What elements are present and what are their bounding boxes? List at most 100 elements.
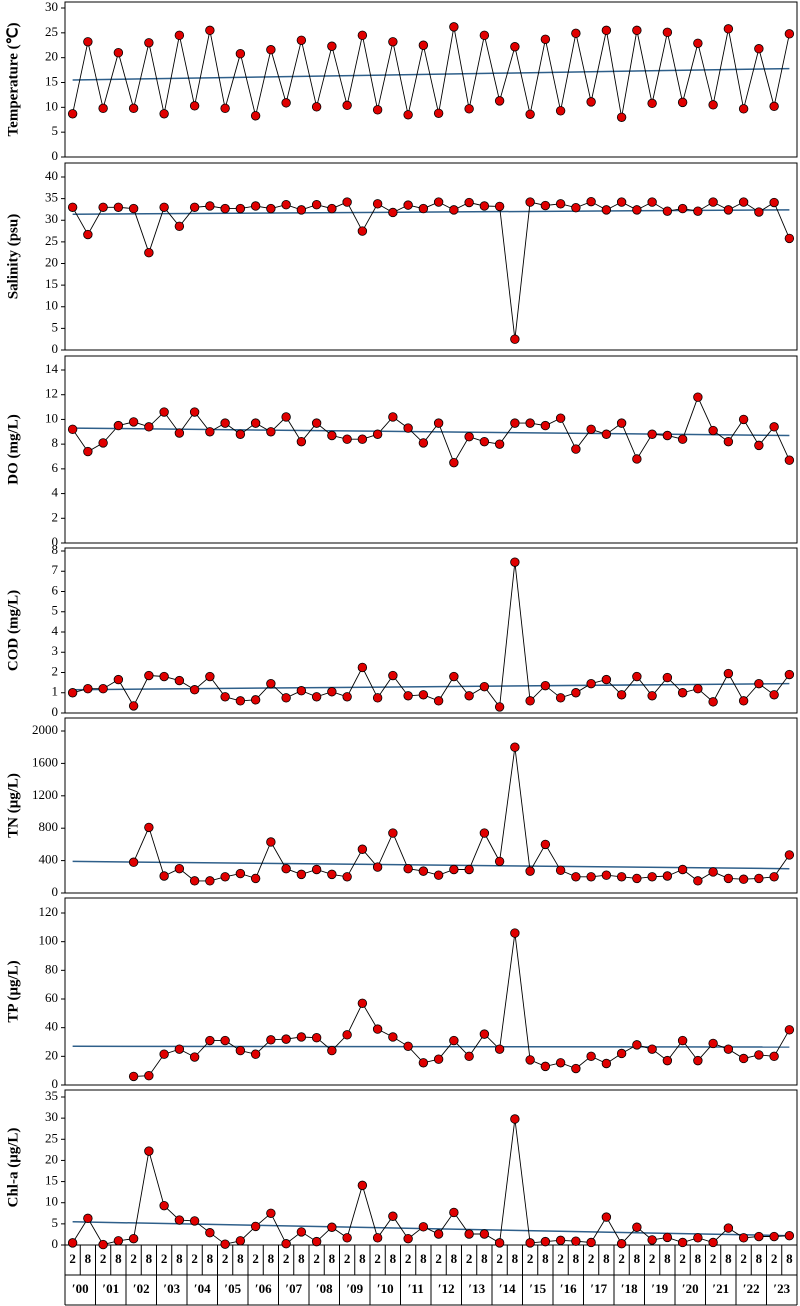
data-point	[189, 1052, 200, 1062]
data-point	[357, 998, 368, 1009]
data-point	[372, 862, 383, 872]
data-point	[388, 1032, 398, 1042]
y-tick-label: 0	[52, 1236, 59, 1251]
data-point	[342, 1233, 352, 1243]
data-point	[693, 38, 703, 48]
y-tick-label: 8	[52, 542, 59, 557]
data-point	[494, 856, 505, 867]
data-point	[281, 864, 291, 874]
data-point	[159, 1200, 169, 1211]
data-point	[525, 1055, 535, 1065]
y-tick-label: 5	[52, 603, 59, 618]
y-tick-label: 40	[45, 1019, 58, 1034]
data-point	[677, 864, 688, 875]
data-point	[159, 871, 169, 881]
data-point	[250, 873, 261, 884]
data-point	[464, 1229, 474, 1239]
data-point	[571, 688, 581, 698]
data-point	[449, 457, 459, 468]
x-tick-label: 8	[176, 1251, 183, 1266]
year-label: ′13	[468, 1281, 485, 1296]
data-point	[449, 1207, 459, 1218]
data-point	[571, 444, 581, 454]
data-point	[403, 110, 413, 120]
y-tick-label: 10	[45, 98, 58, 113]
trend-line	[72, 860, 790, 870]
data-point	[281, 693, 291, 703]
year-label: ′14	[499, 1281, 516, 1296]
data-point	[327, 430, 337, 441]
x-tick-label: 2	[69, 1251, 76, 1266]
y-tick-label: 8	[52, 435, 59, 450]
data-point	[281, 199, 291, 210]
data-point	[220, 1035, 230, 1046]
data-point	[586, 97, 596, 107]
data-point	[433, 108, 444, 118]
data-point	[662, 430, 673, 441]
y-tick-label: 120	[39, 904, 59, 919]
panel-frame	[64, 355, 798, 544]
data-point	[693, 206, 703, 216]
x-tick-label: 2	[588, 1251, 595, 1266]
data-point	[266, 427, 276, 437]
data-point	[769, 872, 779, 882]
data-point	[555, 413, 566, 423]
data-point	[784, 850, 795, 860]
year-label: ′17	[590, 1281, 607, 1296]
data-point	[555, 865, 566, 876]
year-label: ′07	[285, 1281, 302, 1296]
x-tick-label: 2	[618, 1251, 625, 1266]
data-point	[601, 429, 612, 439]
x-tick-label: 2	[496, 1251, 503, 1266]
y-tick-label: 100	[39, 933, 59, 948]
data-point	[647, 98, 657, 109]
data-point	[83, 37, 93, 47]
data-point	[616, 197, 627, 207]
data-point	[281, 1034, 291, 1044]
data-point	[281, 98, 291, 108]
year-label: ′10	[377, 1281, 394, 1296]
data-point	[357, 30, 368, 41]
data-point	[525, 1238, 535, 1248]
data-point	[754, 44, 764, 54]
x-tick-label: 8	[542, 1251, 549, 1266]
x-tick-label: 8	[664, 1251, 671, 1266]
data-point	[479, 436, 490, 447]
data-point	[327, 41, 337, 51]
data-point	[632, 1222, 642, 1232]
data-point	[738, 696, 749, 706]
y-tick-label: 30	[45, 1109, 58, 1124]
x-tick-label: 2	[130, 1251, 137, 1266]
y-axis-label: Chl-a (μg/L)	[5, 1128, 21, 1208]
data-point	[342, 1030, 352, 1040]
data-point	[723, 873, 734, 884]
data-line	[133, 747, 790, 882]
data-point	[266, 837, 276, 847]
data-point	[388, 412, 398, 422]
data-point	[738, 1053, 749, 1064]
data-point	[540, 1061, 551, 1072]
data-point	[494, 439, 505, 449]
data-point	[388, 828, 398, 838]
data-point	[632, 454, 642, 464]
year-label: ′18	[621, 1281, 638, 1296]
y-tick-label: 25	[45, 233, 58, 248]
data-point	[388, 1211, 398, 1221]
data-point	[113, 202, 124, 212]
data-point	[525, 866, 535, 876]
data-point	[693, 876, 703, 886]
y-tick-label: 2	[52, 509, 59, 524]
data-point	[205, 671, 215, 682]
data-point	[586, 872, 596, 882]
data-point	[128, 857, 139, 867]
x-tick-label: 8	[603, 1251, 610, 1266]
data-point	[311, 692, 322, 702]
x-tick-label: 2	[222, 1251, 229, 1266]
data-point	[571, 1063, 581, 1074]
data-point	[418, 203, 429, 214]
y-axis-label: TN (μg/L)	[5, 773, 21, 838]
data-point	[235, 48, 246, 59]
y-tick-label: 12	[45, 386, 58, 401]
data-point	[708, 867, 718, 877]
x-tick-label: 8	[390, 1251, 397, 1266]
